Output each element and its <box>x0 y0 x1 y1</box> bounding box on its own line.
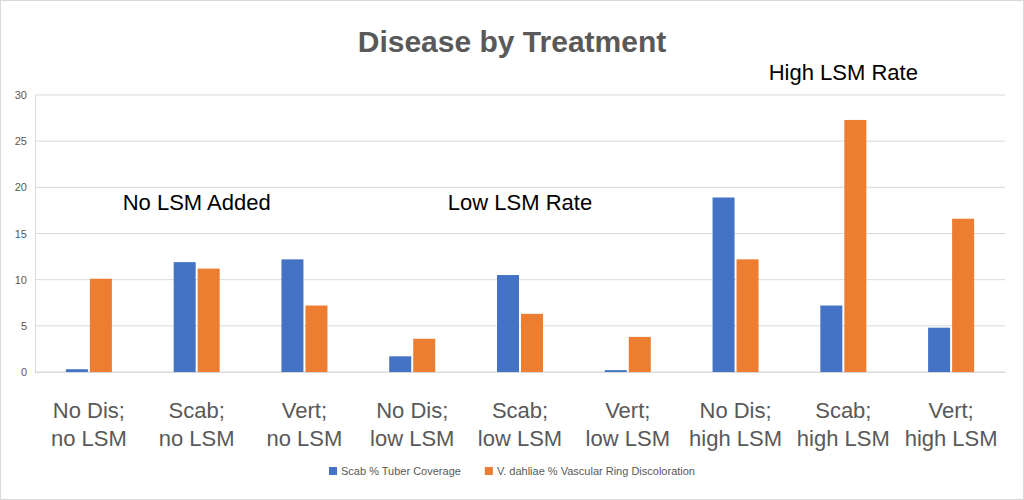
bar <box>198 269 220 372</box>
legend-swatch <box>329 467 337 475</box>
y-tick: 5 <box>21 320 35 332</box>
bar-series <box>90 120 974 372</box>
legend-item: V. dahliae % Vascular Ring Discoloration <box>485 465 695 477</box>
y-tick: 30 <box>15 89 35 101</box>
bar <box>952 219 974 372</box>
annotation: High LSM Rate <box>769 60 918 85</box>
x-tick-label-line: no LSM <box>267 426 343 451</box>
bar <box>629 337 651 372</box>
bar <box>66 369 88 372</box>
x-axis-line <box>36 372 1006 373</box>
x-tick: Scab; no LSM <box>159 372 235 451</box>
y-tick: 10 <box>15 274 35 286</box>
grid <box>35 95 1005 372</box>
x-axis: No Dis;no LSMScab;no LSMVert;no LSMNo Di… <box>36 372 1006 451</box>
x-tick-label-line: no LSM <box>159 426 235 451</box>
x-tick-label-line: Vert; <box>605 398 650 423</box>
y-tick-label: 25 <box>15 135 27 147</box>
y-tick: 20 <box>15 181 35 193</box>
x-tick-label-line: Vert; <box>282 398 327 423</box>
y-tick-label: 15 <box>15 228 27 240</box>
y-tick: 15 <box>15 228 35 240</box>
legend-label: V. dahliae % Vascular Ring Discoloration <box>497 465 695 477</box>
bars <box>66 120 974 372</box>
x-tick: Scab; high LSM <box>797 372 890 451</box>
bar <box>713 197 735 372</box>
x-tick-label: Scab; no LSM <box>159 398 235 451</box>
bar <box>281 259 303 372</box>
x-tick-label: No Dis; high LSM <box>689 398 782 451</box>
x-tick-label: Vert; no LSM <box>267 398 343 451</box>
x-tick-label-line: No Dis; <box>376 398 448 423</box>
y-tick-label: 20 <box>15 181 27 193</box>
y-tick: 0 <box>21 366 35 378</box>
x-tick-label: No Dis; no LSM <box>51 398 127 451</box>
x-tick: Vert; high LSM <box>905 372 998 451</box>
x-tick-label-line: low LSM <box>370 426 454 451</box>
y-tick-label: 30 <box>15 89 27 101</box>
x-tick: No Dis; no LSM <box>51 372 127 451</box>
bar <box>497 275 519 372</box>
bar-series <box>66 197 950 372</box>
grid-line <box>35 95 1005 96</box>
x-tick-label: Scab; high LSM <box>797 398 890 451</box>
chart-border <box>1 1 1024 500</box>
legend-swatch <box>485 467 493 475</box>
y-tick-label: 5 <box>21 320 27 332</box>
bar <box>605 370 627 372</box>
x-tick-label-line: No Dis; <box>699 398 771 423</box>
bar <box>90 279 112 372</box>
y-axis-line <box>35 96 36 373</box>
bar <box>389 356 411 372</box>
bar <box>928 328 950 372</box>
x-tick: No Dis; high LSM <box>689 372 782 451</box>
x-tick: Scab; low LSM <box>478 372 562 451</box>
x-tick-label-line: Vert; <box>928 398 973 423</box>
bar <box>844 120 866 372</box>
y-tick: 25 <box>15 135 35 147</box>
y-axis: 0 5 10 15 20 25 30 <box>15 89 36 378</box>
x-tick: Vert; low LSM <box>586 372 670 451</box>
x-tick: No Dis; low LSM <box>370 372 454 451</box>
x-tick-label: Vert; low LSM <box>586 398 670 451</box>
x-tick-label-line: high LSM <box>797 426 890 451</box>
legend-item: Scab % Tuber Coverage <box>329 465 461 477</box>
x-tick-label-line: Scab; <box>492 398 548 423</box>
annotation: Low LSM Rate <box>448 190 592 215</box>
x-tick-label-line: Scab; <box>169 398 225 423</box>
bar <box>820 306 842 372</box>
x-tick-label-line: No Dis; <box>53 398 125 423</box>
x-tick-label: No Dis; low LSM <box>370 398 454 451</box>
x-tick: Vert; no LSM <box>267 372 343 451</box>
bar <box>174 262 196 372</box>
chart-title: Disease by Treatment <box>358 25 666 58</box>
bar <box>521 314 543 372</box>
bar <box>413 339 435 372</box>
bar <box>305 306 327 372</box>
y-tick-label: 0 <box>21 366 27 378</box>
annotation: No LSM Added <box>123 190 271 215</box>
x-tick-label-line: low LSM <box>478 426 562 451</box>
x-tick-label-line: Scab; <box>815 398 871 423</box>
x-tick-label: Scab; low LSM <box>478 398 562 451</box>
legend: Scab % Tuber Coverage V. dahliae % Vascul… <box>329 465 695 477</box>
legend-label: Scab % Tuber Coverage <box>341 465 461 477</box>
x-tick-label-line: high LSM <box>689 426 782 451</box>
x-tick-label-line: low LSM <box>586 426 670 451</box>
y-tick-label: 10 <box>15 274 27 286</box>
x-tick-label: Vert; high LSM <box>905 398 998 451</box>
bar <box>737 259 759 372</box>
x-tick-label-line: high LSM <box>905 426 998 451</box>
x-tick-label-line: no LSM <box>51 426 127 451</box>
